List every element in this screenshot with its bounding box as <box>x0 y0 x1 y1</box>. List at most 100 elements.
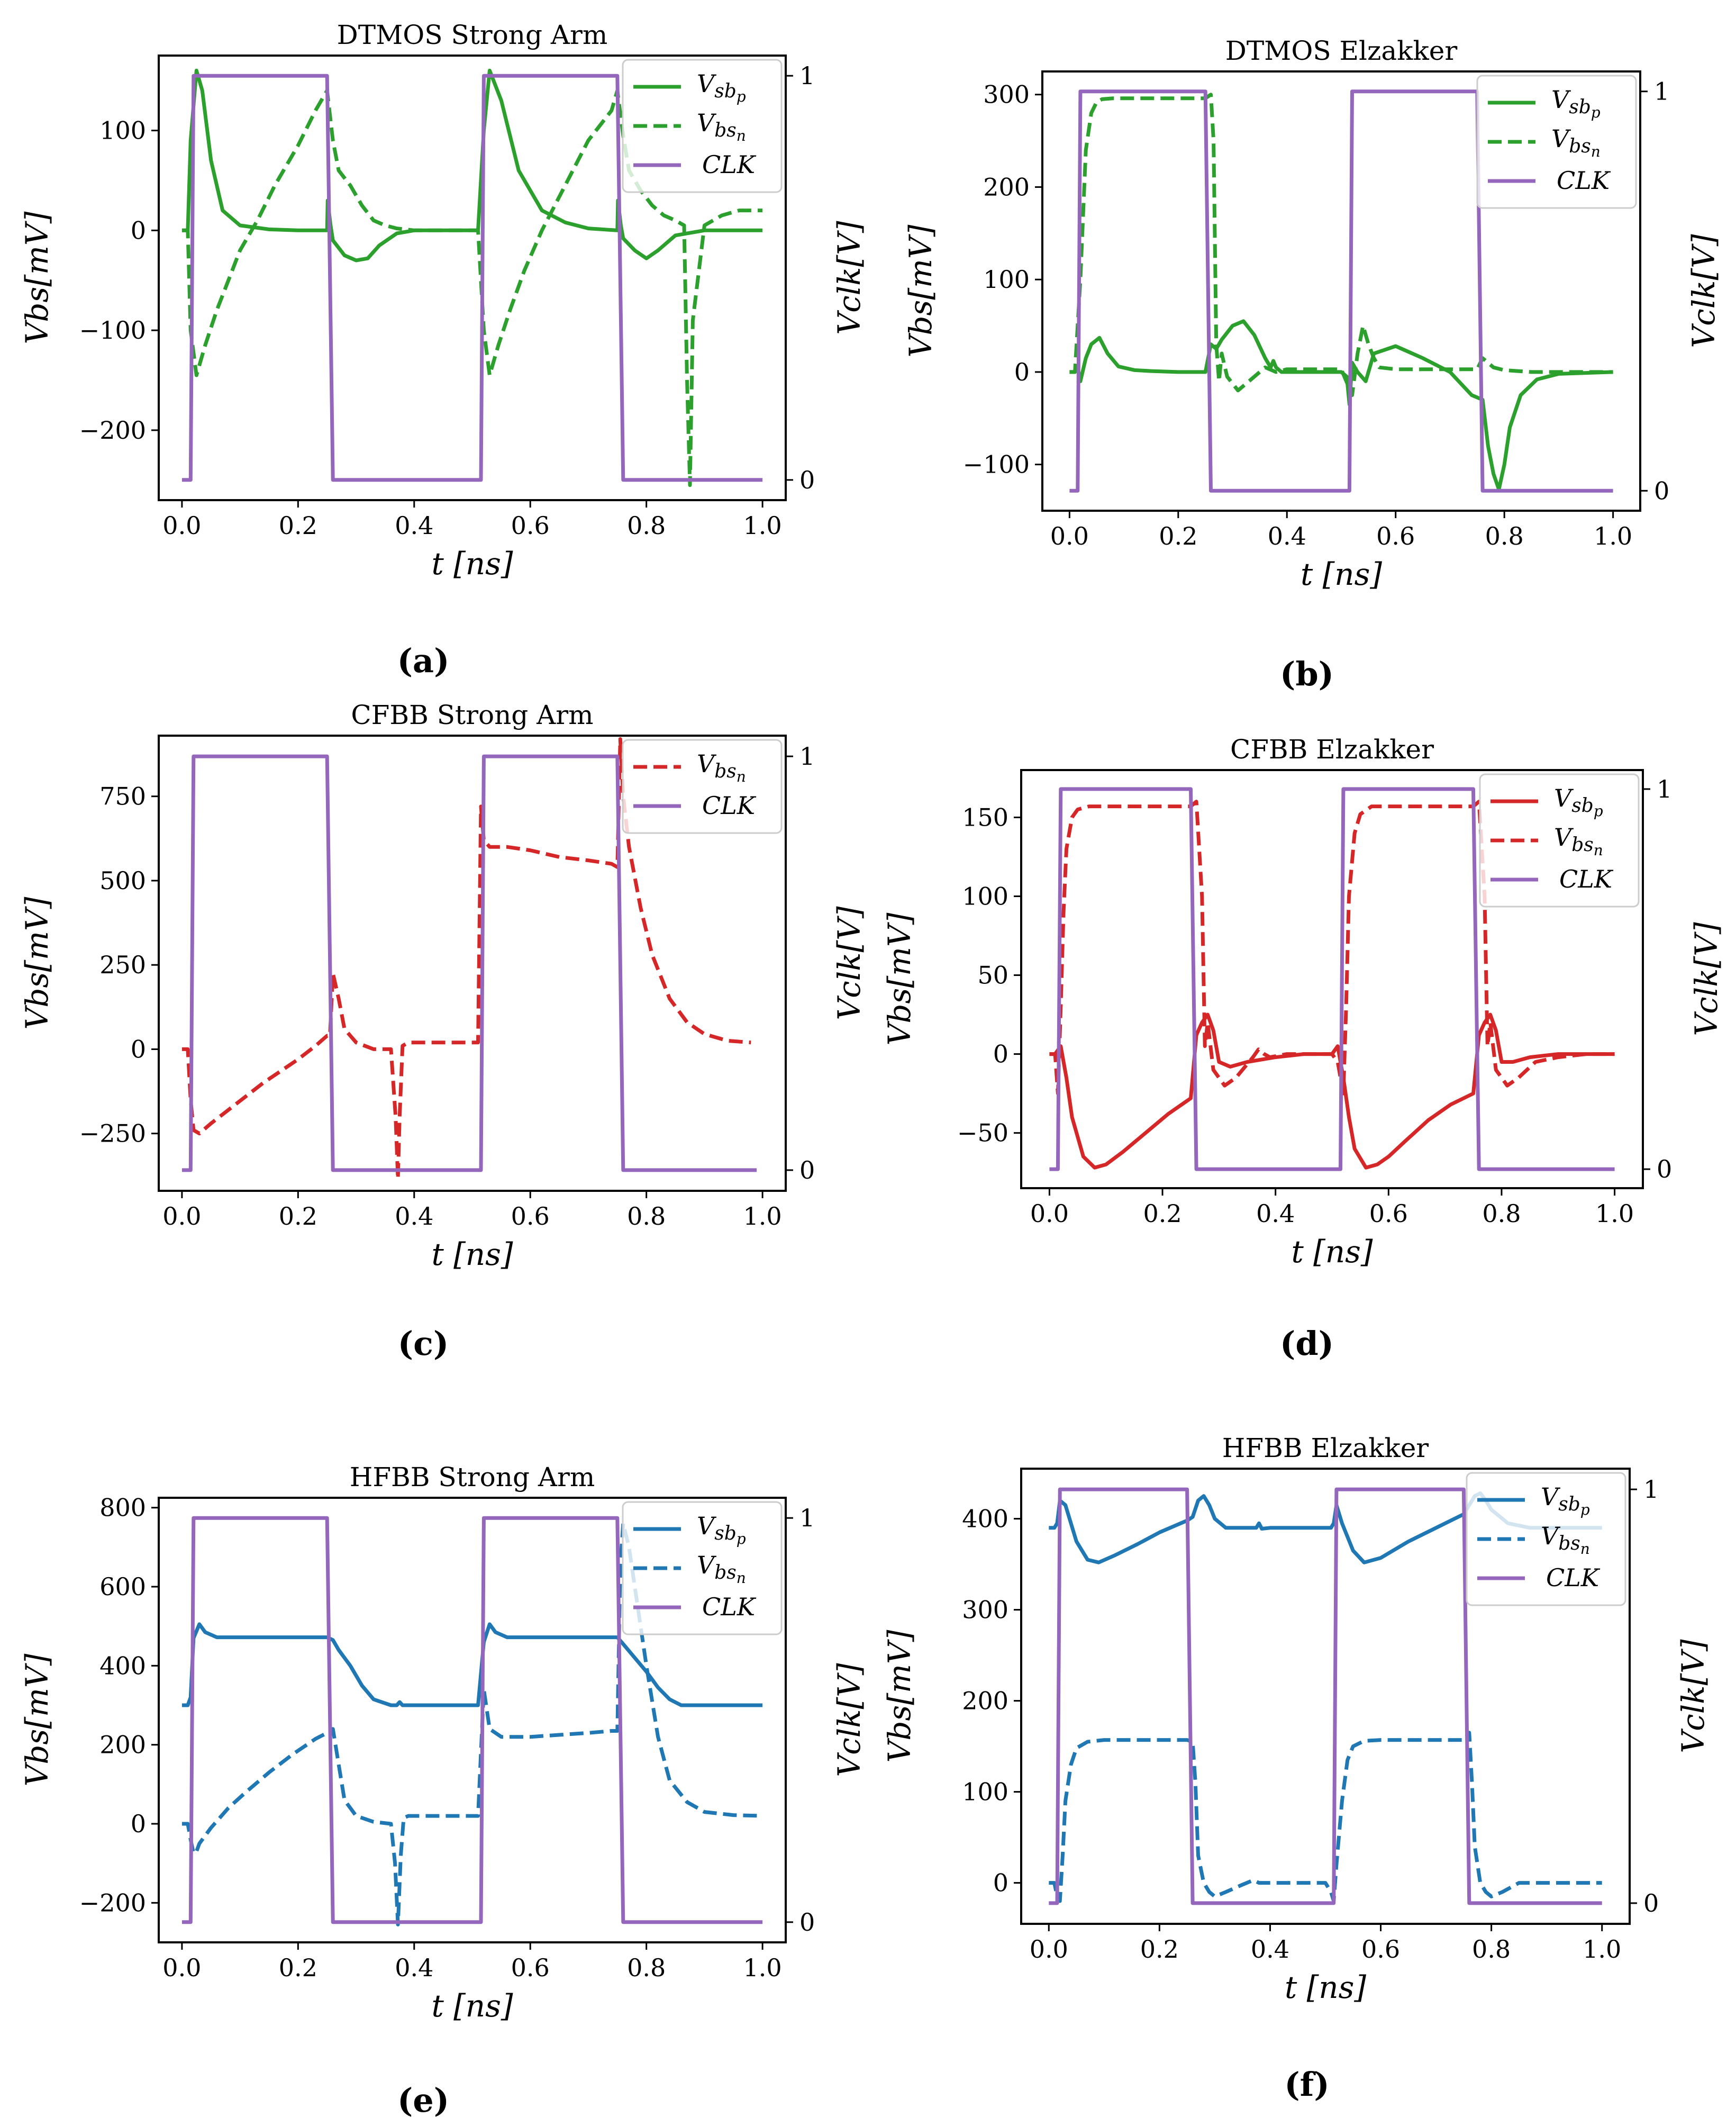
chart-d: CFBB Elzakker 0.0 0.2 0.4 0.6 0.8 1.0 −50 0 50 100… <box>881 734 1724 1270</box>
legend-label: CLK <box>702 1593 757 1621</box>
legend-label: Vbsn <box>1554 823 1603 859</box>
x-tick-label: 0.6 <box>1361 1935 1400 1964</box>
x-tick-label: 0.0 <box>162 1202 201 1231</box>
y-axis-label: Vbs[mV] <box>881 1630 917 1762</box>
y-right-tick-label: 0 <box>799 1156 815 1184</box>
y-right-tick-label: 1 <box>799 1504 815 1532</box>
y-tick-label: −100 <box>79 316 146 345</box>
y-tick-label: −100 <box>963 450 1030 479</box>
series-line-clk <box>181 754 757 1172</box>
legend-label: Vbsn <box>697 749 746 785</box>
legend-label: CLK <box>702 150 757 179</box>
caption-c: (c) <box>398 1324 449 1363</box>
x-tick-label: 0.0 <box>162 511 201 540</box>
x-tick-label: 0.8 <box>627 511 666 540</box>
caption-d: (d) <box>1280 1324 1334 1363</box>
x-tick-label: 0.8 <box>627 1202 666 1231</box>
x-tick-label: 0.0 <box>1050 522 1089 550</box>
series-line-vbsn <box>1049 800 1615 1096</box>
y-tick-label: 0 <box>1014 358 1030 386</box>
y-tick-label: 0 <box>131 216 146 245</box>
y-tick-label: −200 <box>79 1888 146 1917</box>
series-line-clk <box>181 74 763 482</box>
y-right-tick-label: 0 <box>1654 476 1669 505</box>
x-tick-label: 1.0 <box>743 1953 782 1982</box>
y-axis-label: Vbs[mV] <box>903 224 939 357</box>
y-right-tick-label: 1 <box>1657 775 1672 803</box>
legend-label: Vbsn <box>697 108 746 144</box>
legend-label: Vsbp <box>1551 85 1601 121</box>
y-tick-label: −250 <box>79 1119 146 1148</box>
x-tick-label: 0.8 <box>627 1953 666 1982</box>
chart-title: HFBB Strong Arm <box>350 1462 595 1492</box>
legend-label: Vsbp <box>1554 784 1603 820</box>
y-axis-label: Vbs[mV] <box>19 211 55 344</box>
series-line-vbsn <box>1069 93 1613 397</box>
chart-a: DTMOS Strong Arm 0.0 0.2 0.4 0.6 0.8 1.0 −200 −1… <box>19 20 867 582</box>
plot-frame <box>158 1497 787 1943</box>
chart-c: CFBB Strong Arm 0.0 0.2 0.4 0.6 0.8 1.0 −250 0 25… <box>19 700 867 1272</box>
series-line-vbsn <box>181 88 763 487</box>
y-tick-label: 500 <box>99 866 146 895</box>
x-tick-label: 0.2 <box>1140 1935 1179 1964</box>
x-axis-label: t [ns] <box>431 546 513 582</box>
y-right-axis-label: Vclk[V] <box>1675 1639 1711 1753</box>
x-tick-label: 1.0 <box>1583 1935 1621 1964</box>
plot-frame <box>1020 1468 1631 1925</box>
x-tick-label: 0.2 <box>1159 522 1197 550</box>
caption-b: (b) <box>1280 655 1334 693</box>
plot-frame <box>158 735 787 1192</box>
series-line-vbsn <box>1049 1731 1602 1903</box>
y-tick-label: −50 <box>957 1119 1008 1147</box>
y-right-axis-label: Vclk[V] <box>1686 234 1722 348</box>
x-tick-label: 1.0 <box>743 1202 782 1231</box>
chart-f: HFBB Elzakker 0.0 0.2 0.4 0.6 0.8 1.0 0 100 200 30… <box>881 1433 1711 2005</box>
x-axis-label: t [ns] <box>431 1988 513 2024</box>
y-tick-label: 300 <box>983 80 1030 109</box>
y-right-tick-label: 0 <box>799 466 815 494</box>
y-tick-label: 50 <box>977 961 1008 990</box>
x-tick-label: 1.0 <box>743 511 782 540</box>
series-line-clk <box>1049 1487 1602 1905</box>
series-line-clk <box>181 1516 763 1924</box>
y-tick-label: −200 <box>79 416 146 445</box>
x-tick-label: 0.8 <box>1482 1199 1521 1228</box>
legend-label: Vsbp <box>1541 1482 1590 1518</box>
y-tick-label: 200 <box>962 1687 1008 1715</box>
series-line-clk <box>1049 787 1615 1171</box>
x-tick-label: 0.6 <box>511 1953 550 1982</box>
x-tick-label: 1.0 <box>1595 1199 1634 1228</box>
x-tick-label: 0.6 <box>1369 1199 1408 1228</box>
x-axis-label: t [ns] <box>1291 1234 1373 1270</box>
x-tick-label: 0.2 <box>279 1953 317 1982</box>
x-axis-label: t [ns] <box>1285 1969 1366 2005</box>
chart-title: HFBB Elzakker <box>1222 1433 1429 1463</box>
series-line-clk <box>1069 89 1613 493</box>
x-tick-label: 0.6 <box>1376 522 1415 550</box>
y-axis-label: Vbs[mV] <box>19 1653 55 1786</box>
x-tick-label: 0.2 <box>279 1202 317 1231</box>
chart-title: DTMOS Elzakker <box>1225 35 1458 66</box>
x-axis-label: t [ns] <box>1301 556 1382 592</box>
series-line-vsbp <box>1049 1012 1615 1170</box>
chart-e: HFBB Strong Arm 0.0 0.2 0.4 0.6 0.8 1.0 −200 0 20… <box>19 1462 867 2024</box>
y-tick-label: 0 <box>993 1869 1008 1897</box>
y-tick-label: 100 <box>962 1778 1008 1806</box>
x-tick-label: 0.2 <box>279 511 317 540</box>
legend-label: CLK <box>702 791 757 820</box>
y-right-axis-label: Vclk[V] <box>831 906 867 1020</box>
series-line-vsbp <box>181 1622 763 1707</box>
caption-e: (e) <box>397 2081 449 2120</box>
y-tick-label: 300 <box>962 1596 1008 1624</box>
x-tick-label: 0.4 <box>1268 522 1306 550</box>
legend-label: Vsbp <box>697 1512 746 1548</box>
y-tick-label: 0 <box>131 1035 146 1063</box>
x-tick-label: 0.6 <box>511 511 550 540</box>
y-tick-label: 600 <box>99 1572 146 1601</box>
legend-label: CLK <box>1557 166 1611 195</box>
